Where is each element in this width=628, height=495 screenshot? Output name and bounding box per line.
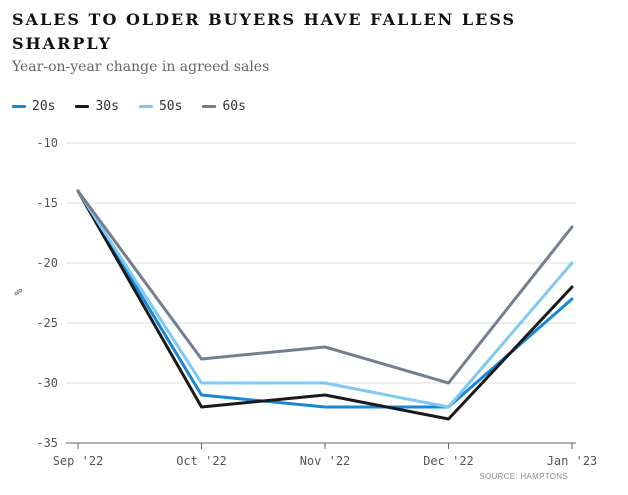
series-lines bbox=[76, 189, 574, 421]
legend-swatch-50s bbox=[138, 105, 153, 108]
legend-item-60s: 60s bbox=[202, 99, 246, 114]
legend-swatch-30s bbox=[75, 105, 90, 108]
x-tick-label: Sep '22 bbox=[53, 454, 104, 468]
series-line-60s bbox=[76, 189, 574, 385]
y-tick-label: -30 bbox=[36, 376, 58, 390]
x-tick-label: Oct '22 bbox=[176, 454, 227, 468]
y-tick-label: -15 bbox=[36, 196, 58, 210]
legend-swatch-60s bbox=[202, 105, 217, 108]
y-tick-label: -25 bbox=[36, 316, 58, 330]
legend-label-60s: 60s bbox=[222, 99, 246, 114]
legend-swatch-20s bbox=[12, 105, 26, 108]
legend-item-50s: 50s bbox=[138, 99, 183, 114]
axes: -10 -15 -20 -25 -30 -35 Sep '22 Oct '22 Nov '22 D… bbox=[36, 136, 597, 468]
y-tick-label: -35 bbox=[36, 436, 58, 450]
y-tick-label: -20 bbox=[36, 256, 58, 270]
y-tick-label: -10 bbox=[36, 136, 58, 150]
series-line-50s bbox=[76, 189, 574, 409]
legend-label-50s: 50s bbox=[158, 99, 183, 114]
legend-item-30s: 30s bbox=[75, 99, 119, 114]
chart-subtitle: Year-on-year change in agreed sales bbox=[12, 59, 270, 75]
x-tick-label: Nov '22 bbox=[300, 454, 351, 468]
source-note: SOURCE: HAMPTONS bbox=[479, 472, 568, 481]
series-line-30s bbox=[76, 189, 574, 421]
y-axis-label: % bbox=[12, 288, 25, 295]
legend-label-30s: 30s bbox=[95, 99, 119, 114]
x-tick-label: Dec '22 bbox=[423, 454, 474, 468]
series-line-20s bbox=[76, 189, 574, 409]
legend-item-20s: 20s bbox=[12, 99, 55, 114]
legend-label-20s: 20s bbox=[32, 99, 56, 114]
legend: 20s 30s 50s 60s bbox=[12, 99, 246, 114]
x-tick-label: Jan '23 bbox=[547, 454, 598, 468]
chart-title: SALES TO OLDER BUYERS HAVE FALLEN LESS S… bbox=[12, 10, 517, 53]
